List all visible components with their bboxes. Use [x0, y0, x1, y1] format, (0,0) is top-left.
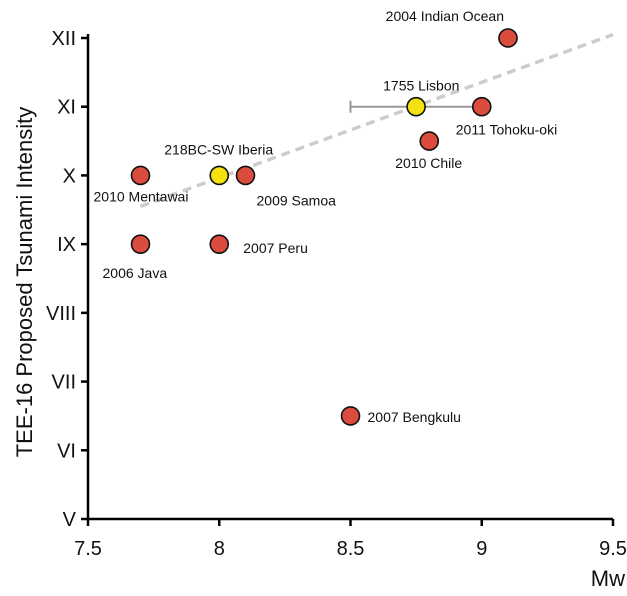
- point-label: 2009 Samoa: [257, 192, 337, 208]
- point-label: 2010 Mentawai: [94, 188, 189, 204]
- point-labels: 2004 Indian Ocean 1755 Lisbon 2011 Tohoku-…: [94, 8, 558, 425]
- data-point: [130, 165, 151, 186]
- x-tick-label: 9.5: [599, 538, 627, 560]
- y-tick-label: V: [63, 509, 77, 531]
- data-point: [419, 131, 440, 151]
- y-axis-title: TEE-16 Proposed Tsunami Intensity: [12, 107, 37, 458]
- x-tick-label: 9: [476, 538, 487, 560]
- y-tick-label: XI: [57, 97, 76, 119]
- y-tick-label: VII: [52, 372, 76, 394]
- y-tick-label: VIII: [46, 303, 76, 325]
- point-label: 2006 Java: [103, 265, 168, 281]
- data-point: [209, 234, 230, 254]
- x-tick-label: 8: [214, 538, 225, 560]
- data-point: [471, 96, 492, 117]
- data-points: [130, 28, 518, 426]
- y-tick-label: VI: [57, 440, 76, 462]
- x-tick-label: 8.5: [337, 538, 365, 560]
- point-label: 2007 Peru: [243, 240, 308, 256]
- data-point: [235, 165, 256, 186]
- x-tick-label: 7.5: [74, 538, 102, 560]
- data-point: [498, 28, 518, 48]
- point-label: 218BC-SW Iberia: [164, 141, 273, 157]
- data-point: [406, 96, 426, 117]
- point-label: 2007 Bengkulu: [368, 409, 461, 425]
- point-label: 2004 Indian Ocean: [386, 8, 504, 24]
- point-label: 1755 Lisbon: [383, 78, 459, 94]
- data-point: [340, 406, 361, 426]
- point-label: 2011 Tohoku-oki: [456, 122, 557, 138]
- y-tick-label: XII: [52, 28, 76, 50]
- data-point: [209, 165, 230, 186]
- data-point: [130, 234, 151, 254]
- y-tick-label: X: [63, 165, 76, 187]
- point-label: 2010 Chile: [395, 155, 462, 171]
- y-tick-label: IX: [57, 234, 76, 256]
- axes: 7.5 8 8.5 9 9.5 V VI VII VIII IX X XI XII: [46, 28, 627, 560]
- x-axis-title: Mw: [591, 566, 625, 591]
